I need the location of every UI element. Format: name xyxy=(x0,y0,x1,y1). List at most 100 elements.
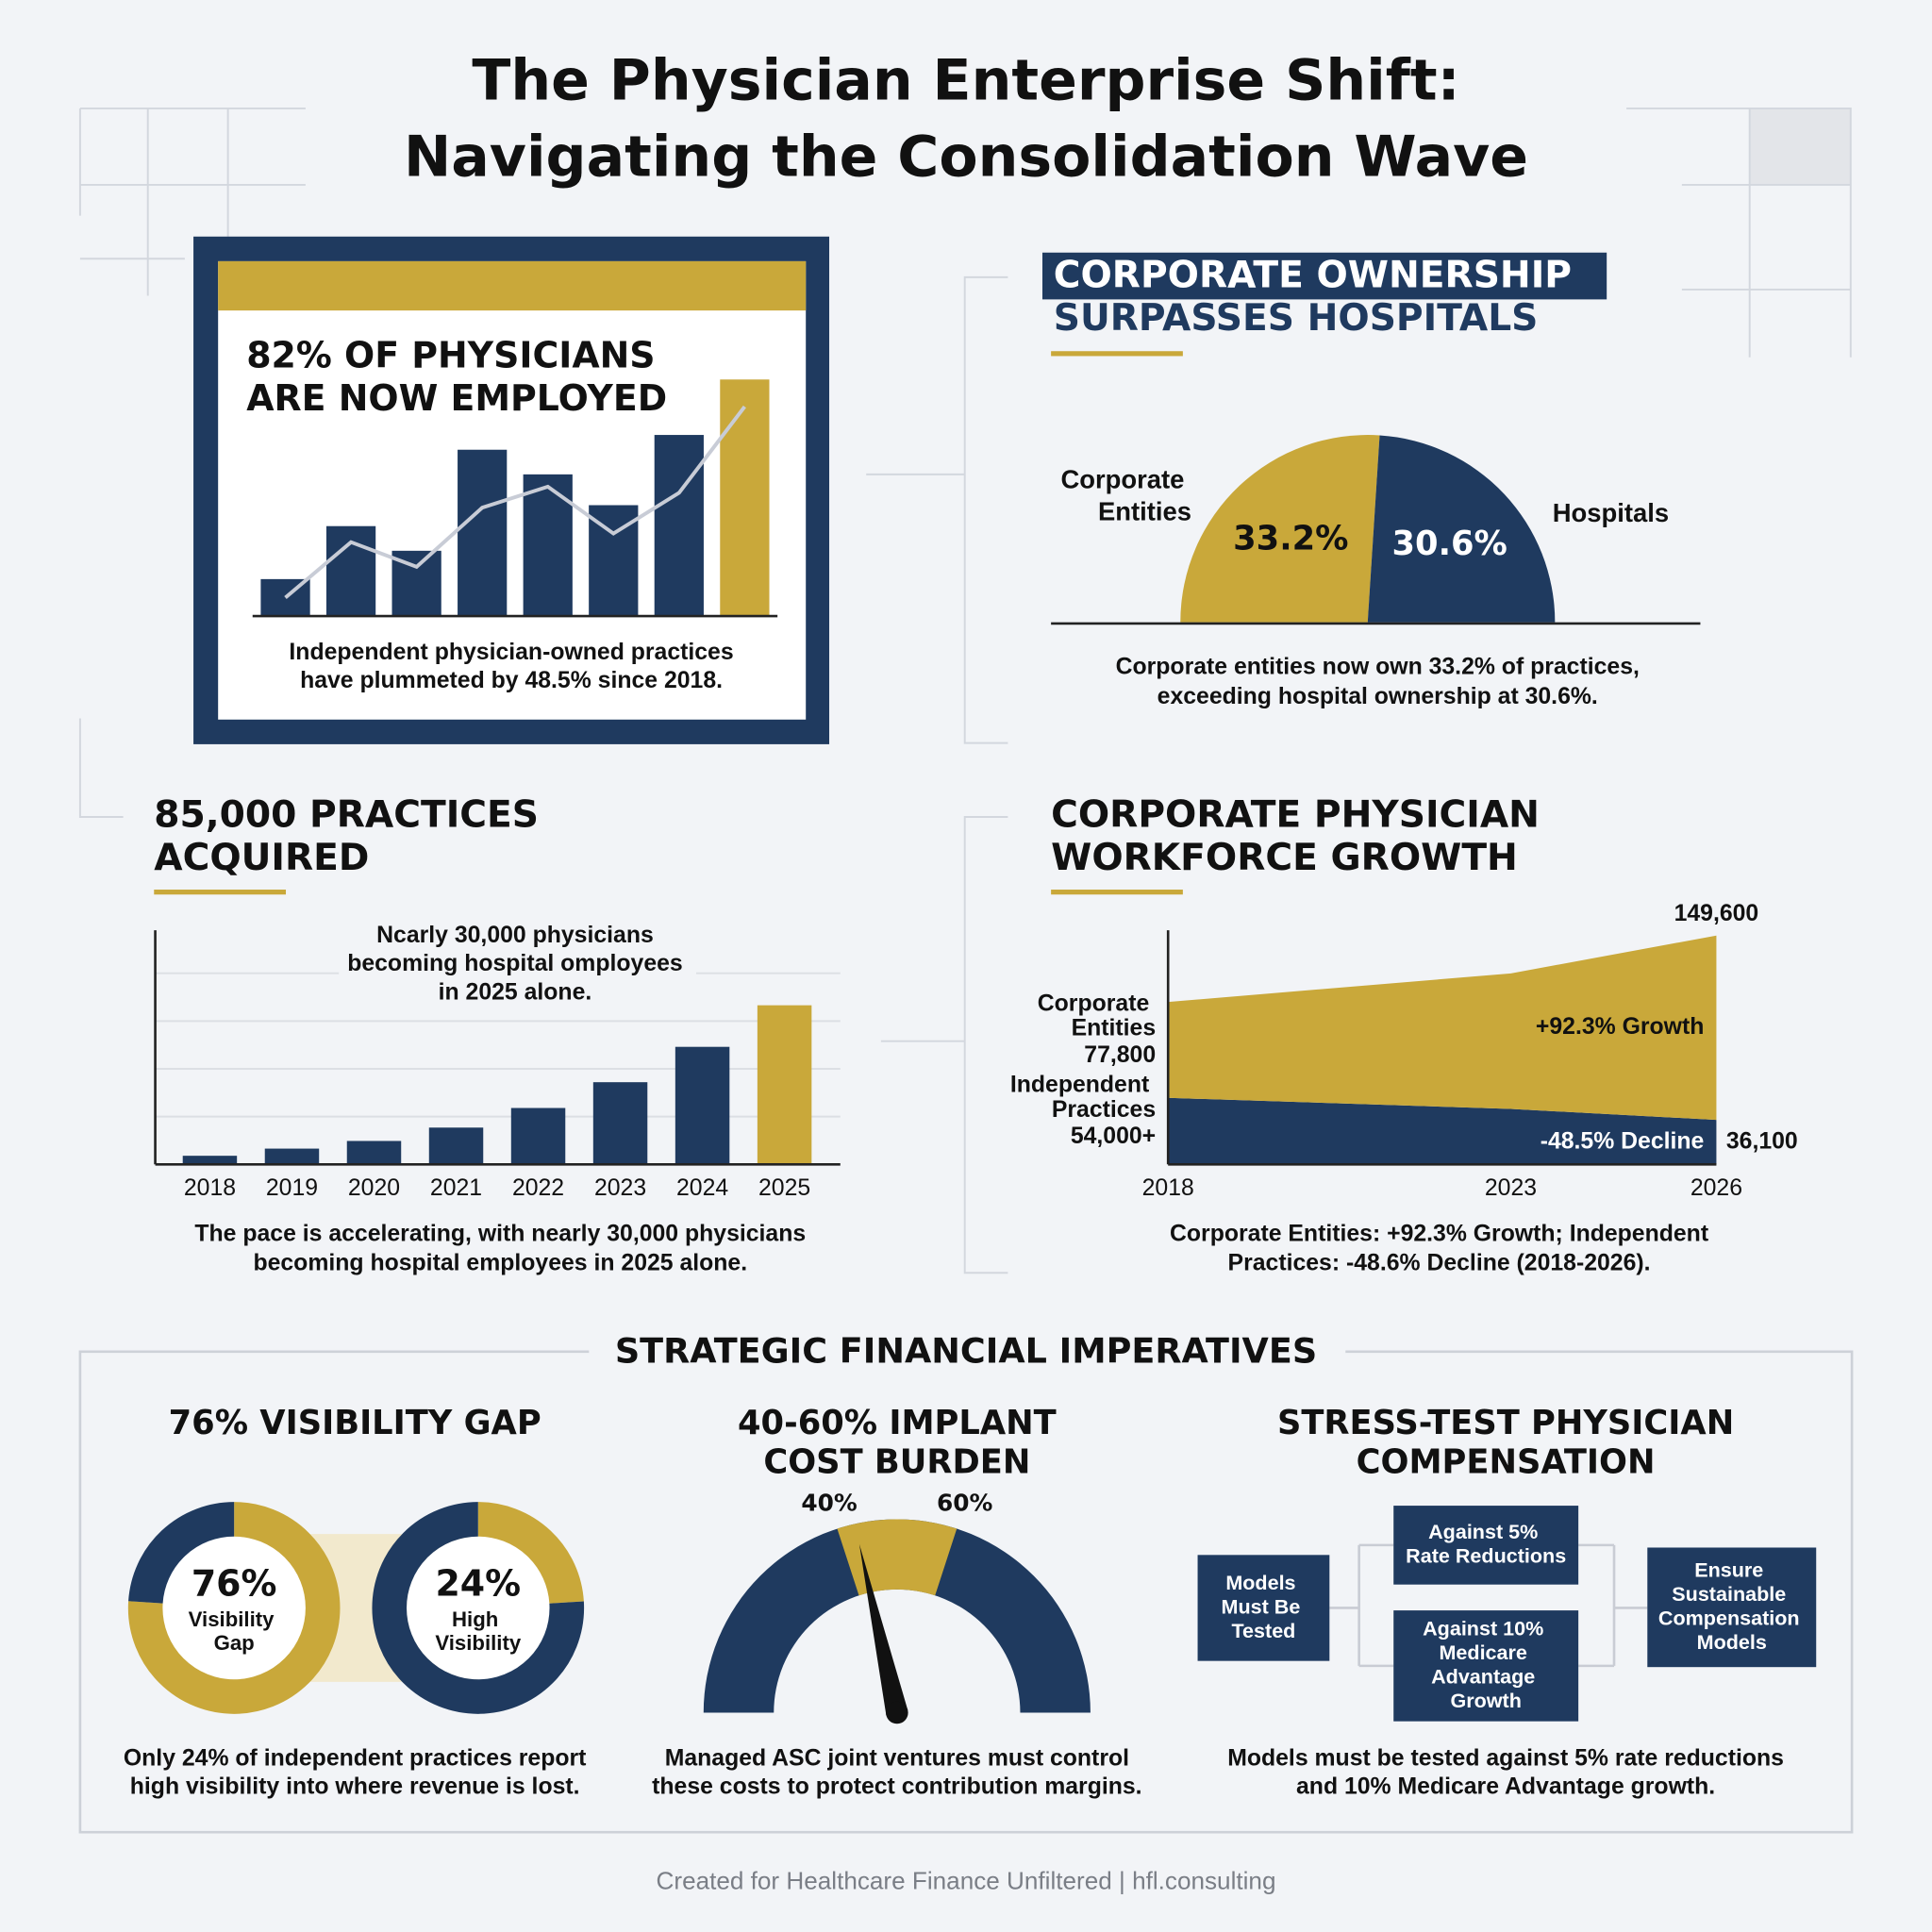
footer: Created for Healthcare Finance Unfiltere… xyxy=(657,1867,1276,1895)
annotation: +92.3% Growth xyxy=(1536,1014,1704,1040)
text-line: High xyxy=(452,1607,504,1631)
series-label: Corporate Entities xyxy=(1038,991,1156,1041)
bar xyxy=(720,379,770,617)
donut-label: Visibility Gap xyxy=(189,1607,280,1655)
text-line: Ensure xyxy=(1694,1557,1769,1581)
flow-box xyxy=(1393,1610,1579,1722)
gauge-needle-hub xyxy=(886,1701,908,1724)
chart-title: SURPASSES HOSPITALS xyxy=(1054,297,1539,340)
bar xyxy=(264,1148,320,1165)
flow-box-label: Against 10% Medicare Advantage Growth xyxy=(1423,1616,1549,1711)
donut-value: 24% xyxy=(435,1562,521,1604)
value-label: 54,000+ xyxy=(1071,1124,1156,1149)
donut-hole xyxy=(407,1536,550,1680)
flow-box-label: Models Must Be Tested xyxy=(1222,1571,1307,1642)
page-title: The Physician Enterprise Shift: xyxy=(472,47,1459,113)
page-title: Navigating the Consolidation Wave xyxy=(404,124,1528,190)
chart-caption: becoming hospital employees in 2025 alon… xyxy=(253,1251,747,1276)
card-caption: and 10% Medicare Advantage growth. xyxy=(1296,1774,1715,1800)
text-line: Tested xyxy=(1231,1619,1295,1642)
x-tick-label: 2021 xyxy=(430,1175,482,1201)
text-line: Models xyxy=(1225,1571,1301,1594)
bar xyxy=(458,449,508,617)
flow-box xyxy=(1393,1506,1579,1585)
bar xyxy=(654,435,704,617)
value-label: 36,100 xyxy=(1726,1128,1798,1154)
category-label: Hospitals xyxy=(1553,498,1669,527)
text-line: Advantage xyxy=(1431,1664,1541,1688)
bar xyxy=(592,1082,648,1165)
annotation-bg xyxy=(339,914,696,1011)
pie-slice xyxy=(1367,435,1556,623)
card-caption: Only 24% of independent practices report xyxy=(124,1746,587,1772)
card-title: COST BURDEN xyxy=(763,1443,1030,1482)
text-line: Against 10% xyxy=(1423,1616,1549,1640)
annotation: -48.5% Decline xyxy=(1541,1128,1705,1154)
panel-header-bar xyxy=(218,260,807,311)
area xyxy=(1168,935,1717,1121)
text-line: Corporate xyxy=(1038,991,1156,1016)
x-tick-label: 2022 xyxy=(512,1175,564,1201)
card-caption: Managed ASC joint ventures must control xyxy=(665,1746,1129,1772)
text-line: Must Be xyxy=(1222,1594,1307,1618)
deco-grid xyxy=(78,107,306,296)
gauge-range-label: 40% xyxy=(801,1489,858,1516)
chart-caption: have plummeted by 48.5% since 2018. xyxy=(300,668,723,693)
trend-line xyxy=(284,405,746,599)
flow-box xyxy=(1647,1547,1817,1668)
x-tick-label: 2018 xyxy=(184,1175,236,1201)
bracket xyxy=(880,815,1008,1274)
chart-title: 85,000 PRACTICES xyxy=(154,793,539,836)
annotation: becoming hospital omployees xyxy=(347,951,682,976)
annotation: in 2025 alone. xyxy=(439,979,592,1005)
bar xyxy=(675,1046,730,1165)
chart-caption: Practices: -48.6% Decline (2018-2026). xyxy=(1228,1251,1651,1276)
bar xyxy=(510,1108,566,1165)
text-line: Models xyxy=(1697,1630,1767,1654)
text-line: Visibility xyxy=(189,1607,280,1631)
card-title: COMPENSATION xyxy=(1357,1443,1656,1482)
donut-segment xyxy=(372,1502,585,1714)
text-line: Rate Reductions xyxy=(1406,1543,1566,1567)
deco-grid xyxy=(1626,107,1852,358)
bar xyxy=(346,1141,402,1165)
donut-hole xyxy=(162,1536,306,1680)
card-caption: Models must be tested against 5% rate re… xyxy=(1227,1746,1784,1772)
card-title: 76% VISIBILITY GAP xyxy=(169,1404,541,1442)
text-line: Visibility xyxy=(435,1631,522,1655)
chart-caption: exceeding hospital ownership at 30.6%. xyxy=(1158,684,1598,709)
section-title: STRATEGIC FINANCIAL IMPERATIVES xyxy=(615,1331,1317,1372)
x-tick-label: 2026 xyxy=(1690,1175,1742,1201)
deco-square xyxy=(1749,108,1851,185)
text-line: Against 5% xyxy=(1428,1520,1543,1543)
x-tick-label: 2025 xyxy=(758,1175,810,1201)
donut-value: 76% xyxy=(192,1562,277,1604)
donut-segment xyxy=(127,1502,341,1714)
text-line: Sustainable xyxy=(1672,1582,1791,1606)
title-underline xyxy=(1051,890,1183,895)
title-highlight xyxy=(1041,252,1607,300)
x-tick-label: 2020 xyxy=(348,1175,400,1201)
text-line: Compensation xyxy=(1658,1606,1806,1629)
series-label: Independent Practices xyxy=(1010,1072,1156,1122)
gauge-track xyxy=(703,1519,1091,1713)
flow-box xyxy=(1197,1555,1330,1661)
text-line: Entities xyxy=(1072,1015,1157,1041)
section-title-bg xyxy=(589,1328,1346,1378)
chart-title: CORPORATE PHYSICIAN xyxy=(1051,793,1540,836)
card-caption: these costs to protect contribution marg… xyxy=(652,1774,1141,1800)
area xyxy=(1168,1097,1717,1165)
gauge-range-label: 60% xyxy=(937,1489,993,1516)
text-line: Entities xyxy=(1098,497,1191,526)
chart-caption: The pace is accelerating, with nearly 30… xyxy=(194,1221,806,1246)
category-label: Corporate Entities xyxy=(1060,465,1191,526)
chart-title: ACQUIRED xyxy=(154,837,369,879)
chart-title: 82% OF PHYSICIANS xyxy=(246,334,655,375)
bracket xyxy=(866,275,1008,744)
card-title: STRESS-TEST PHYSICIAN xyxy=(1277,1404,1734,1442)
pie-slice xyxy=(1180,435,1380,623)
chart-caption: Corporate entities now own 33.2% of prac… xyxy=(1116,654,1640,679)
value-label: 77,800 xyxy=(1084,1042,1156,1068)
text-line: Gap xyxy=(214,1631,255,1655)
